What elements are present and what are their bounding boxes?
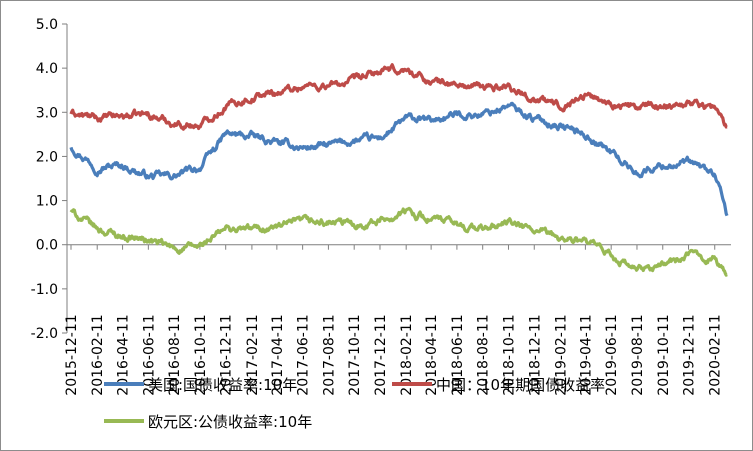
series-line-3 bbox=[69, 206, 728, 277]
y-tick-label: 1.0 bbox=[36, 194, 58, 210]
y-tick-label: -2.0 bbox=[31, 326, 58, 342]
x-tick-label: 2020-02-11 bbox=[708, 314, 724, 395]
x-tick-label: 2018-08-11 bbox=[476, 314, 492, 395]
x-tick-label: 2015-12-11 bbox=[64, 314, 80, 395]
x-tick-label: 2016-04-11 bbox=[116, 314, 132, 395]
x-tick-label: 2017-04-11 bbox=[270, 314, 286, 395]
legend-label-2: 中国：10年期国债收益率 bbox=[436, 376, 605, 394]
x-tick-label: 2017-12-11 bbox=[373, 314, 389, 395]
y-tick-label: 4.0 bbox=[36, 61, 58, 77]
y-tick-label: 5.0 bbox=[36, 17, 58, 33]
series-group bbox=[69, 63, 729, 277]
x-tick-label: 2016-06-11 bbox=[141, 314, 157, 395]
y-tick-label: 2.0 bbox=[36, 149, 58, 165]
x-tick-label: 2018-04-11 bbox=[424, 314, 440, 395]
x-tick-label: 2016-12-11 bbox=[219, 314, 235, 395]
y-tick-label: 3.0 bbox=[36, 105, 58, 121]
x-tick-label: 2019-12-11 bbox=[682, 314, 698, 395]
x-tick-label: 2016-10-11 bbox=[193, 314, 209, 395]
x-tick-label: 2019-06-11 bbox=[604, 314, 620, 395]
x-tick-label: 2017-10-11 bbox=[347, 314, 363, 395]
x-tick-label: 2019-04-11 bbox=[578, 314, 594, 395]
series-line-1 bbox=[69, 101, 729, 217]
y-tick-label: 0.0 bbox=[36, 238, 58, 254]
x-tick-label: 2019-10-11 bbox=[656, 314, 672, 395]
x-tick-label: 2017-08-11 bbox=[321, 314, 337, 395]
axes: 5.0 4.0 3.0 2.0 1.0 0.0 -1.0 -2.0 2015-12-11 2016… bbox=[31, 17, 731, 396]
x-tick-label: 2016-08-11 bbox=[167, 314, 183, 395]
y-tick-label: -1.0 bbox=[31, 282, 58, 298]
x-tick-label: 2018-02-11 bbox=[399, 314, 415, 395]
x-tick-label: 2018-06-11 bbox=[450, 314, 466, 395]
x-tick-label: 2018-12-11 bbox=[527, 314, 543, 395]
x-tick-label: 2018-10-11 bbox=[501, 314, 517, 395]
x-tick-label: 2017-06-11 bbox=[296, 314, 312, 395]
x-tick-label: 2016-02-11 bbox=[90, 314, 106, 395]
x-tick-label: 2017-02-11 bbox=[245, 314, 261, 395]
x-tick-label: 2019-02-11 bbox=[553, 314, 569, 395]
legend-label-1: 美国:国债收益率:10年 bbox=[148, 376, 297, 394]
legend-label-3: 欧元区:公债收益率:10年 bbox=[148, 413, 312, 431]
series-line-2 bbox=[69, 63, 728, 131]
x-tick-label: 2019-08-11 bbox=[630, 314, 646, 395]
